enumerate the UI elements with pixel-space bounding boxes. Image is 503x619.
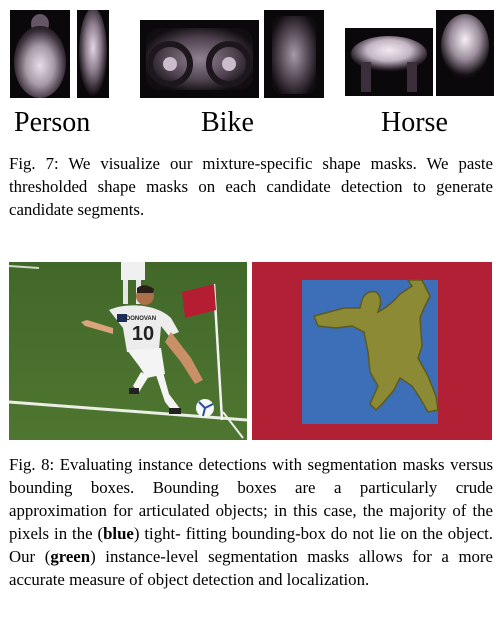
jersey-number: 10 bbox=[132, 323, 154, 345]
horse-mask-side bbox=[345, 28, 433, 96]
fig7-caption: Fig. 7: We visualize our mixture-specifi… bbox=[9, 154, 493, 219]
green-word: green bbox=[50, 547, 91, 566]
fig8-caption-line1: Fig. 8: Evaluating instance detections w… bbox=[9, 455, 398, 474]
fig8-caption-line6: instance-level segmentation masks allows… bbox=[105, 547, 493, 566]
fig8-caption-line3: particularly crude approximation for art… bbox=[9, 478, 493, 520]
segmentation-mask bbox=[312, 279, 439, 413]
fig8-caption-line4: in this case, the majority of the pixels… bbox=[9, 501, 493, 543]
blue-word: blue bbox=[103, 524, 134, 543]
fig8-caption-line7: accurate measure of object detection and… bbox=[9, 570, 370, 589]
horse-mask-frontal bbox=[436, 10, 494, 96]
fig8-caption-line5: fitting bounding-box do not lie on the o… bbox=[9, 524, 493, 566]
fig8-caption: Fig. 8: Evaluating instance detections w… bbox=[9, 453, 493, 591]
person-mask-frontal bbox=[10, 10, 70, 98]
tight-prefix: ) tight- bbox=[133, 524, 181, 543]
label-person: Person bbox=[14, 107, 91, 138]
segmentation-panel bbox=[252, 262, 492, 440]
soccer-photo: DONOVAN 10 bbox=[9, 262, 247, 440]
label-bike: Bike bbox=[201, 107, 254, 138]
jersey-name: DONOVAN bbox=[126, 316, 156, 322]
label-horse: Horse bbox=[381, 107, 448, 138]
green-close-paren: ) bbox=[90, 547, 96, 566]
bike-mask-side bbox=[140, 20, 259, 98]
fig8-caption-line2: masks versus bounding boxes. Bounding bo… bbox=[9, 455, 493, 497]
bike-mask-frontal bbox=[264, 10, 324, 98]
person-mask-side bbox=[77, 10, 109, 98]
